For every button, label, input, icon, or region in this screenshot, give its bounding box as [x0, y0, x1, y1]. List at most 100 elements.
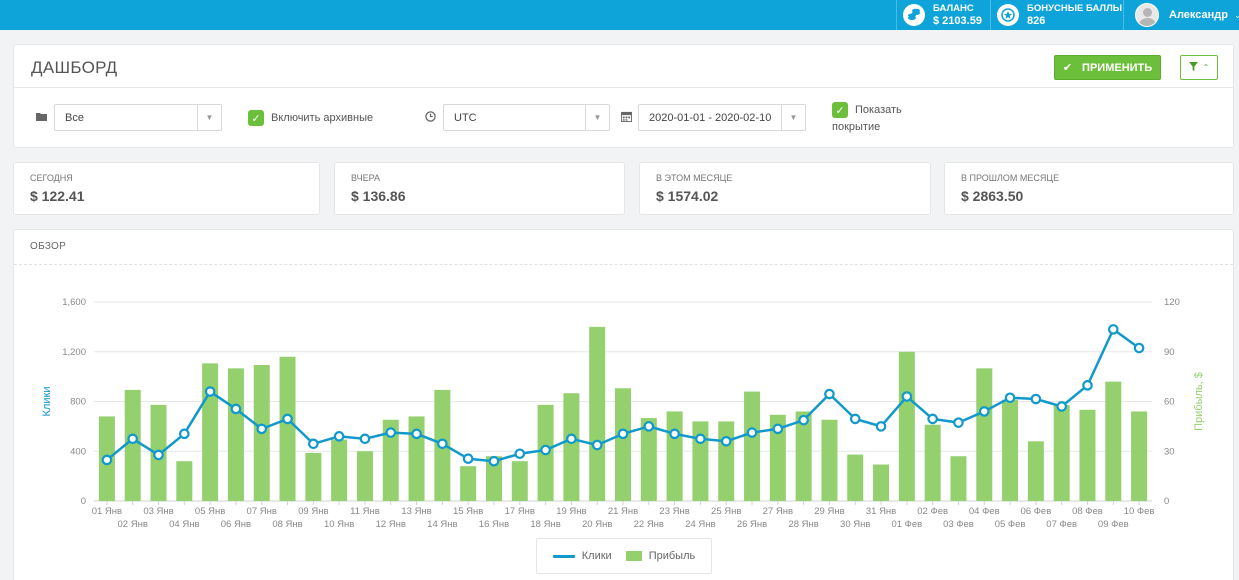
overview-chart: 0 400 800 1,200 1,600 0 30 60 90 120 Клики Прибыль,…	[41, 297, 1205, 530]
point-clicks	[437, 438, 448, 450]
y-tick-label: 1,600	[62, 297, 86, 308]
point-clicks	[953, 417, 964, 428]
coverage-checkbox[interactable]: ✓	[832, 102, 848, 118]
x-tick-label: 16 Янв	[479, 519, 509, 530]
bar-profit	[950, 456, 967, 501]
point-clicks	[488, 455, 500, 467]
bar-profit	[1053, 404, 1070, 501]
legend-swatch-clicks	[552, 554, 575, 558]
folder-select[interactable]: Все ▼	[54, 104, 222, 131]
y2-tick-label: 120	[1164, 297, 1180, 308]
bar-profit	[666, 411, 683, 501]
dashboard-panel: ДАШБОРД ✔ ПРИМЕНИТЬ ⌃ Все ▼ ✓ Включить а…	[13, 44, 1234, 148]
point-clicks	[591, 439, 603, 451]
x-tick-label: 06 Фев	[1020, 506, 1051, 517]
bar-profit	[744, 391, 761, 501]
point-clicks	[643, 421, 655, 432]
y-tick-label: 400	[70, 446, 86, 457]
x-tick-label: 08 Фев	[1072, 506, 1103, 517]
archive-checkbox[interactable]: ✓	[248, 110, 264, 126]
point-clicks	[566, 433, 577, 445]
topbar-separator	[990, 0, 991, 30]
filter-toggle-button[interactable]: ⌃	[1180, 55, 1218, 80]
overview-title: ОБЗОР	[30, 241, 67, 252]
bar-profit	[1105, 381, 1122, 501]
legend-label-clicks[interactable]: Клики	[581, 550, 612, 562]
point-clicks	[798, 414, 809, 426]
x-tick-label: 02 Фев	[917, 506, 948, 517]
y2-tick-label: 60	[1164, 397, 1175, 408]
check-icon: ✔	[1062, 62, 1073, 74]
point-clicks	[540, 444, 551, 456]
bar-profit	[382, 419, 399, 501]
x-tick-label: 21 Янв	[608, 506, 638, 517]
x-tick-label: 13 Янв	[401, 506, 431, 517]
bar-profit	[615, 388, 631, 501]
point-clicks	[514, 448, 526, 460]
bar-profit	[279, 356, 296, 501]
x-tick-label: 26 Янв	[737, 519, 767, 530]
x-tick-label: 04 Фев	[969, 506, 1000, 517]
x-tick-label: 05 Фев	[995, 519, 1026, 530]
bar-profit	[485, 456, 502, 501]
x-tick-label: 22 Янв	[634, 519, 664, 530]
y-axis-label: Клики	[41, 387, 53, 417]
bar-profit	[408, 416, 425, 501]
clock-icon	[425, 111, 436, 125]
point-clicks	[1030, 393, 1042, 405]
stat-card-yesterday: ВЧЕРА $ 136.86	[334, 162, 625, 215]
check-icon: ✓	[251, 112, 261, 125]
point-clicks	[901, 391, 913, 402]
x-tick-label: 27 Янв	[763, 506, 793, 517]
x-tick-label: 04 Янв	[169, 519, 199, 530]
coverage-label-line1: Показать	[855, 104, 902, 116]
balance-value: $ 2103.59	[933, 15, 982, 27]
point-clicks	[849, 413, 861, 425]
bar-profit	[1131, 411, 1148, 501]
y2-axis-label: Прибыль, $	[1193, 372, 1205, 431]
apply-button[interactable]: ✔ ПРИМЕНИТЬ	[1054, 55, 1161, 80]
point-clicks	[695, 433, 706, 445]
bar-profit	[227, 368, 244, 501]
x-tick-label: 14 Янв	[427, 519, 457, 530]
point-clicks	[153, 449, 164, 461]
user-menu[interactable]: Александр ⌄	[1135, 0, 1239, 30]
point-clicks	[179, 428, 190, 440]
bonus-widget[interactable]: БОНУСНЫЕ БАЛЛЫ 826	[997, 0, 1122, 30]
point-clicks	[824, 388, 835, 400]
x-tick-label: 15 Янв	[453, 506, 483, 517]
folder-select-value: Все	[65, 111, 84, 124]
x-tick-label: 28 Янв	[788, 519, 818, 530]
chevron-down-icon: ▼	[585, 105, 609, 130]
bar-profit	[563, 393, 580, 501]
date-range-value: 2020-01-01 - 2020-02-10	[649, 111, 772, 124]
point-clicks	[669, 428, 680, 440]
x-tick-label: 08 Янв	[272, 519, 302, 530]
x-tick-label: 09 Фев	[1098, 519, 1129, 530]
x-tick-label: 01 Фев	[891, 519, 922, 530]
point-clicks	[256, 423, 268, 435]
bar-profit	[769, 414, 786, 501]
point-clicks	[204, 386, 216, 397]
point-clicks	[617, 428, 629, 440]
folder-icon	[36, 112, 48, 125]
point-clicks	[101, 454, 113, 466]
legend-swatch-profit	[625, 551, 642, 561]
check-icon: ✓	[835, 104, 845, 117]
date-range-picker[interactable]: 2020-01-01 - 2020-02-10 ▼	[638, 104, 806, 131]
stat-label: ВЧЕРА	[351, 173, 381, 183]
top-bar: БАЛАНС $ 2103.59 БОНУСНЫЕ БАЛЛЫ 826 Алек…	[0, 0, 1239, 30]
point-clicks	[385, 427, 397, 438]
legend-label-profit[interactable]: Прибыль	[648, 550, 696, 562]
stat-card-this-month: В ЭТОМ МЕСЯЦЕ $ 1574.02	[639, 162, 931, 215]
point-clicks	[462, 453, 474, 465]
point-clicks	[772, 423, 784, 435]
x-tick-label: 10 Фев	[1124, 506, 1155, 517]
chevron-down-icon: ⌄	[1233, 9, 1239, 20]
bar-profit	[176, 461, 193, 501]
bar-profit	[331, 439, 348, 501]
balance-widget[interactable]: БАЛАНС $ 2103.59	[903, 0, 982, 30]
timezone-select[interactable]: UTC ▼	[443, 104, 610, 131]
point-clicks	[720, 436, 732, 447]
x-tick-label: 01 Янв	[92, 506, 122, 517]
